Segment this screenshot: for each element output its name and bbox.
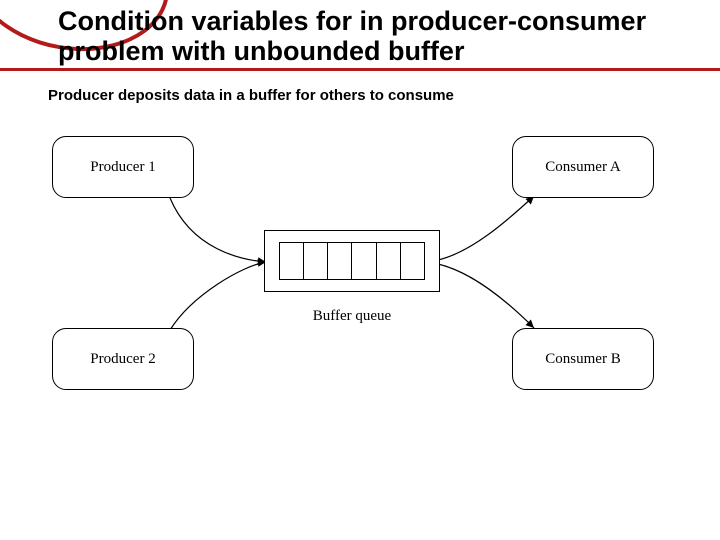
page-title: Condition variables for in producer-cons… [0,6,720,66]
buffer-queue [264,230,440,292]
buffer-cell [351,242,375,279]
buffer-cell [400,242,425,279]
buffer-cell [376,242,400,279]
node-p2: Producer 2 [52,328,194,390]
edge-p1 [170,198,266,262]
buffer-cells [279,242,425,279]
node-ca: Consumer A [512,136,654,198]
node-p1: Producer 1 [52,136,194,198]
buffer-label: Buffer queue [282,308,422,325]
subtitle-text: Producer deposits data in a buffer for o… [0,87,720,104]
slide-header: Condition variables for in producer-cons… [0,0,720,71]
producer-consumer-diagram: Producer 1 Producer 2 Consumer A Consumer B… [52,130,672,420]
buffer-cell [303,242,327,279]
edge-p2 [170,262,266,330]
edge-buf [438,264,534,328]
node-cb: Consumer B [512,328,654,390]
buffer-cell [327,242,351,279]
title-underline [0,68,720,71]
edge-buf [438,196,534,260]
buffer-cell [279,242,303,279]
